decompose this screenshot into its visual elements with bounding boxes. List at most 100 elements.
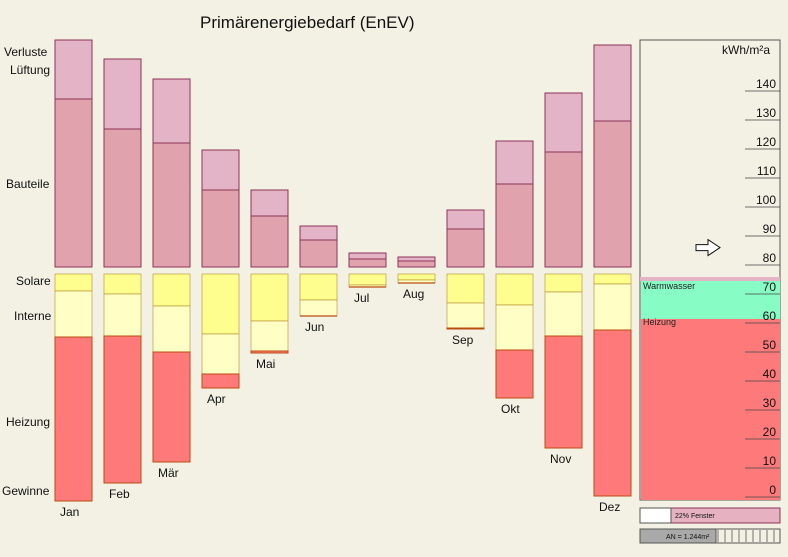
loss-bauteile-bar-month-5 <box>250 215 289 268</box>
gain-solar-bar-month-8 <box>397 273 436 281</box>
loss-lueftung-bar-month-3 <box>152 78 191 144</box>
gain-internal-bar-month-10 <box>495 304 534 351</box>
loss-lueftung-bar-month-2 <box>103 58 142 130</box>
month-label-month-4: Apr <box>207 392 226 406</box>
loss-bauteile-bar-month-2 <box>103 128 142 268</box>
scale-tick-110: 110 <box>757 164 776 178</box>
gain-solar-bar-month-3 <box>152 273 191 307</box>
label-interne: Interne <box>14 309 52 323</box>
label-lueftung: Lüftung <box>10 63 50 77</box>
label-solare: Solare <box>16 274 51 288</box>
gain-solar-bar-month-7 <box>348 273 387 286</box>
loss-bauteile-bar-month-11 <box>544 151 583 268</box>
gain-solar-bar-month-10 <box>495 273 534 306</box>
area-label: AN = 1.244m² <box>666 534 710 541</box>
month-label-month-6: Jun <box>305 320 324 334</box>
month-label-month-10: Okt <box>501 402 520 416</box>
scale-tick-140: 140 <box>756 77 776 91</box>
loss-bauteile-bar-month-7 <box>348 258 387 268</box>
loss-lueftung-bar-month-6 <box>299 225 338 241</box>
gain-internal-bar-month-6 <box>299 299 338 317</box>
month-label-month-7: Jul <box>354 291 369 305</box>
heizung-segment <box>641 319 780 500</box>
gain-heating-bar-month-4 <box>201 373 240 389</box>
gain-internal-bar-month-2 <box>103 293 142 337</box>
gain-heating-bar-month-10 <box>495 349 534 399</box>
gain-heating-bar-month-2 <box>103 335 142 484</box>
loss-lueftung-bar-month-1 <box>54 39 93 100</box>
gain-heating-bar-month-12 <box>593 329 632 497</box>
scale-tick-120: 120 <box>756 135 776 149</box>
warmwasser-label: Warmwasser <box>643 281 695 291</box>
gain-internal-bar-month-3 <box>152 305 191 353</box>
window-ratio-fill <box>639 507 672 524</box>
gain-heating-bar-month-11 <box>544 335 583 449</box>
summary-panel: kWh/m²a Warmwasser Heizung 140 130 120 110 1… <box>639 39 781 544</box>
loss-lueftung-bar-month-12 <box>593 44 632 122</box>
scale-tick-70: 70 <box>763 280 777 294</box>
gain-solar-bar-month-9 <box>446 273 485 304</box>
scale-tick-50: 50 <box>763 338 777 352</box>
month-label-month-5: Mai <box>256 357 275 371</box>
month-label-month-3: Mär <box>158 466 179 480</box>
gain-solar-bar-month-11 <box>544 273 583 293</box>
month-labels: Jan Feb Mär Apr Mai Jun Jul Aug Sep Okt Nov Dez <box>60 287 620 519</box>
scale-tick-40: 40 <box>763 367 777 381</box>
loss-lueftung-bar-month-7 <box>348 252 387 260</box>
loss-lueftung-bar-month-10 <box>495 140 534 185</box>
scale-tick-60: 60 <box>763 309 777 323</box>
monthly-bars <box>54 39 632 502</box>
unit-label: kWh/m²a <box>722 43 770 57</box>
heizung-segment-label: Heizung <box>643 317 676 327</box>
gain-solar-bar-month-6 <box>299 273 338 301</box>
gain-internal-bar-month-12 <box>593 283 632 331</box>
loss-lueftung-bar-month-4 <box>201 149 240 191</box>
loss-bauteile-bar-month-10 <box>495 183 534 268</box>
gain-heating-bar-month-3 <box>152 351 191 463</box>
month-label-month-9: Sep <box>452 333 474 347</box>
area-bar-fill <box>639 528 717 544</box>
month-label-month-11: Nov <box>550 452 571 466</box>
gain-internal-bar-month-9 <box>446 302 485 329</box>
panel-separator <box>640 277 780 281</box>
gain-solar-bar-month-2 <box>103 273 142 295</box>
gain-heating-bar-month-1 <box>54 336 93 502</box>
loss-bauteile-bar-month-3 <box>152 142 191 268</box>
gain-internal-bar-month-11 <box>544 291 583 337</box>
month-label-month-2: Feb <box>109 487 130 501</box>
scale-tick-80: 80 <box>763 251 777 265</box>
loss-bauteile-bar-month-9 <box>446 228 485 268</box>
label-verluste: Verluste <box>4 45 48 59</box>
gain-heating-bar-month-5 <box>250 350 289 354</box>
loss-bauteile-bar-month-4 <box>201 189 240 268</box>
gain-solar-bar-month-5 <box>250 273 289 322</box>
scale-tick-10: 10 <box>763 454 777 468</box>
scale-tick-30: 30 <box>763 396 777 410</box>
gain-heating-bar-month-9 <box>446 327 485 330</box>
month-label-month-8: Aug <box>403 287 424 301</box>
month-label-month-12: Dez <box>599 500 620 514</box>
gain-solar-bar-month-1 <box>54 273 93 292</box>
loss-lueftung-bar-month-5 <box>250 189 289 217</box>
window-ratio-label: 22% Fenster <box>675 513 715 520</box>
arrow-right-icon <box>695 238 721 257</box>
loss-bauteile-bar-month-1 <box>54 98 93 268</box>
loss-lueftung-bar-month-8 <box>397 256 436 262</box>
gain-internal-bar-month-1 <box>54 290 93 338</box>
gain-internal-bar-month-4 <box>201 333 240 375</box>
month-label-month-1: Jan <box>60 505 79 519</box>
scale-tick-0: 0 <box>769 483 776 497</box>
loss-lueftung-bar-month-11 <box>544 92 583 153</box>
loss-lueftung-bar-month-9 <box>446 209 485 230</box>
gain-solar-bar-month-4 <box>201 273 240 335</box>
area-bar-stripes <box>717 530 775 542</box>
gain-internal-bar-month-5 <box>250 320 289 352</box>
scale-tick-90: 90 <box>763 222 777 236</box>
label-bauteile: Bauteile <box>6 177 50 191</box>
label-gewinne: Gewinne <box>2 484 50 498</box>
label-heizung: Heizung <box>6 415 50 429</box>
chart-title: Primärenergiebedarf (EnEV) <box>200 13 414 32</box>
loss-bauteile-bar-month-8 <box>397 260 436 268</box>
